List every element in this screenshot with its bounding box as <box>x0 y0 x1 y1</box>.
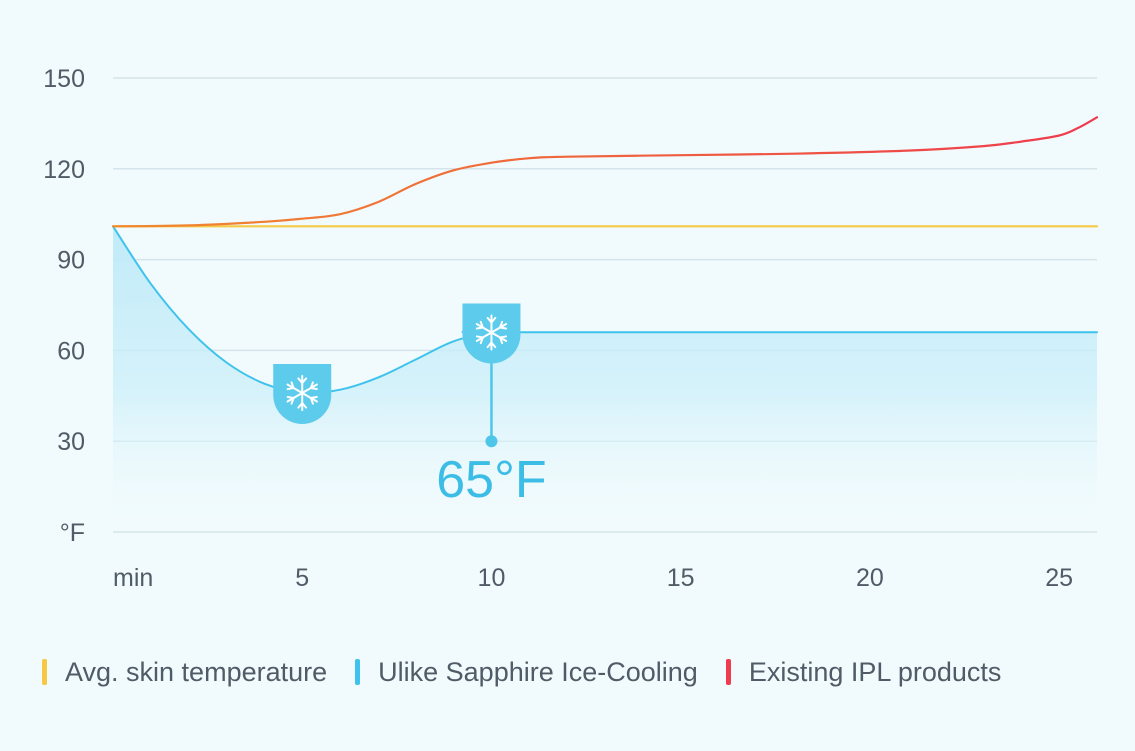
x-tick-label: 25 <box>1045 564 1073 592</box>
x-tick-label: 20 <box>856 564 884 592</box>
legend-label-ipl: Existing IPL products <box>748 656 1002 687</box>
snowflake-branch <box>499 326 508 330</box>
snowflake-arm <box>475 322 493 334</box>
annotation-layer: 65°F <box>436 362 547 509</box>
legend-label-ice-cooling: Ulike Sapphire Ice-Cooling <box>378 656 698 687</box>
axis-labels: 30 60 90 120 150 °F min 5 10 15 20 25 <box>43 65 1073 592</box>
legend-swatch-skin <box>42 659 47 685</box>
snowflake-arm <box>490 331 508 342</box>
snowflake-arm <box>301 392 318 403</box>
legend-label-skin: Avg. skin temperature <box>65 656 328 687</box>
area-layer <box>113 226 1097 533</box>
legend-swatch-ice-cooling <box>355 659 361 685</box>
x-tick-label: 10 <box>478 564 506 592</box>
legend-item-ice-cooling: Ulike Sapphire Ice-Cooling <box>355 657 698 688</box>
y-tick-label: 90 <box>57 247 85 275</box>
snowflake-branch <box>301 377 308 385</box>
snowflake-branch <box>309 387 318 391</box>
snowflake-icon <box>462 303 521 364</box>
annotation-dot <box>485 435 498 448</box>
y-tick-label: 120 <box>43 156 85 184</box>
snowflake-branch <box>486 341 493 349</box>
x-axis-unit-label: min <box>113 564 153 592</box>
y-tick-label: 150 <box>43 65 85 93</box>
series-line-ice-cooling <box>112 225 1098 395</box>
snowflake-arm <box>286 383 304 395</box>
snowflake-branch <box>499 336 504 345</box>
snowflake-branch <box>290 381 295 390</box>
y-tick-label: 30 <box>57 428 85 456</box>
y-tick-label: 60 <box>57 337 85 365</box>
snowflake-arm <box>286 392 304 403</box>
snowflake-glyph <box>286 375 318 412</box>
x-tick-label: 5 <box>295 564 309 592</box>
snowflake-branch <box>297 402 304 409</box>
lines-layer <box>111 116 1099 395</box>
snowflake-arm <box>475 331 493 342</box>
annotation-label: 65°F <box>436 451 546 509</box>
legend: Avg. skin temperature Ulike Sapphire Ice… <box>42 652 1102 692</box>
snowflake-branch <box>309 397 314 405</box>
series-area-ice-cooling <box>113 226 1097 533</box>
x-tick-label: 15 <box>667 564 695 592</box>
markers-layer <box>273 303 521 425</box>
series-line-ipl-products <box>111 116 1099 228</box>
snowflake-branch <box>479 320 484 329</box>
legend-item-skin: Avg. skin temperature <box>42 657 327 688</box>
snowflake-branch <box>286 395 295 400</box>
legend-swatch-ipl <box>725 659 731 685</box>
snowflake-icon <box>273 364 332 425</box>
snowflake-glyph <box>475 314 508 351</box>
snowflake-branch <box>490 316 497 324</box>
y-axis-unit-label: °F <box>60 519 85 547</box>
snowflake-arm <box>301 383 318 395</box>
legend-item-ipl: Existing IPL products <box>725 656 1002 688</box>
snowflake-arm <box>490 322 508 334</box>
snowflake-branch <box>475 335 484 339</box>
